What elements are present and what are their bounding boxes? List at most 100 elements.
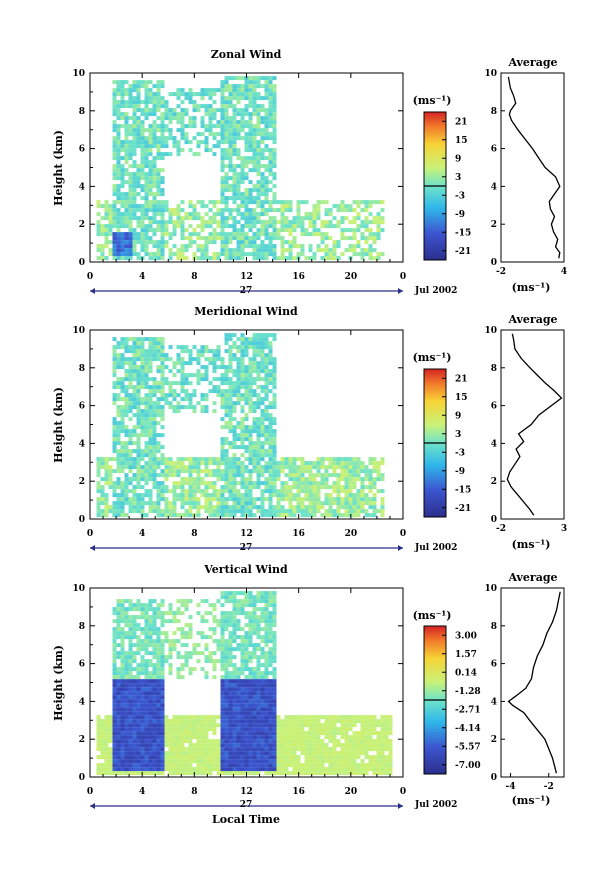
heatmap-cell [140,767,145,772]
heatmap-cell [216,124,221,129]
heatmap-cell [224,627,229,632]
heatmap-cell [144,116,149,121]
heatmap-cell [128,337,133,342]
y-tick-label: 0 [79,258,85,268]
heatmap-cell [148,473,153,478]
heatmap-cell [160,647,165,652]
heatmap-cell [280,485,285,490]
heatmap-cell [120,240,125,245]
heatmap-cell [172,489,177,494]
heatmap-cell [244,252,249,257]
heatmap-cell [128,409,133,414]
heatmap-cell [104,715,109,720]
heatmap-cell [140,465,145,470]
heatmap-cell [168,619,173,624]
heatmap-cell [280,771,285,776]
heatmap-cell [288,735,293,740]
heatmap-cell [272,687,277,692]
heatmap-cell [148,679,153,684]
heatmap-cell [136,116,141,121]
heatmap-cell [332,216,337,221]
heatmap-cell [228,679,233,684]
heatmap-cell [232,687,237,692]
heatmap-cell [152,739,157,744]
heatmap-cell [196,244,201,249]
heatmap-cell [132,124,137,129]
heatmap-cell [116,184,121,189]
heatmap-cell [140,361,145,366]
heatmap-cell [372,501,377,506]
heatmap-cell [252,405,257,410]
heatmap-cell [272,160,277,165]
heatmap-cell [128,599,133,604]
heatmap-cell [220,675,225,680]
heatmap-cell [156,204,161,209]
heatmap-cell [264,136,269,141]
heatmap-cell [280,493,285,498]
heatmap-cell [304,469,309,474]
heatmap-cell [236,457,241,462]
heatmap-cell [156,381,161,386]
heatmap-cell [148,715,153,720]
heatmap-cell [236,623,241,628]
heatmap-cell [268,461,273,466]
heatmap-cell [372,513,377,518]
average-xlabel: (ms⁻¹) [512,281,551,294]
heatmap-cell [184,96,189,101]
heatmap-cell [208,361,213,366]
heatmap-cell [220,695,225,700]
heatmap-cell [212,228,217,233]
heatmap-cell [228,337,233,342]
heatmap-cell [284,200,289,205]
heatmap-cell [228,345,233,350]
heatmap-cell [100,489,105,494]
heatmap-cell [172,647,177,652]
heatmap-cell [136,699,141,704]
heatmap-cell [172,144,177,149]
heatmap-cell [116,731,121,736]
heatmap-cell [132,735,137,740]
heatmap-cell [216,599,221,604]
heatmap-cell [284,723,289,728]
heatmap-cell [148,184,153,189]
heatmap-cell [128,148,133,153]
heatmap-cell [132,501,137,506]
heatmap-cell [108,739,113,744]
heatmap-cell [220,92,225,97]
heatmap-cell [272,393,277,398]
heatmap-cell [104,469,109,474]
heatmap-cell [224,763,229,768]
heatmap-cell [128,481,133,486]
heatmap-cell [224,196,229,201]
heatmap-cell [288,485,293,490]
heatmap-cell [212,493,217,498]
heatmap-cell [244,711,249,716]
heatmap-cell [120,763,125,768]
heatmap-cell [268,92,273,97]
heatmap-cell [212,607,217,612]
heatmap-cell [316,485,321,490]
heatmap-cell [204,92,209,97]
heatmap-cell [336,489,341,494]
heatmap-cell [220,687,225,692]
heatmap-cell [180,497,185,502]
heatmap-cell [284,248,289,253]
heatmap-cell [192,643,197,648]
heatmap-cell [292,767,297,772]
heatmap-cell [244,369,249,374]
heatmap-cell [232,715,237,720]
heatmap-cell [240,461,245,466]
heatmap-cell [252,619,257,624]
heatmap-cell [244,655,249,660]
heatmap-cell [380,220,385,225]
heatmap-cell [116,699,121,704]
heatmap-cell [196,224,201,229]
heatmap-cell [284,489,289,494]
heatmap-cell [240,116,245,121]
heatmap-cell [232,751,237,756]
heatmap-cell [100,739,105,744]
heatmap-cell [196,739,201,744]
heatmap-cell [204,393,209,398]
heatmap-cell [284,220,289,225]
